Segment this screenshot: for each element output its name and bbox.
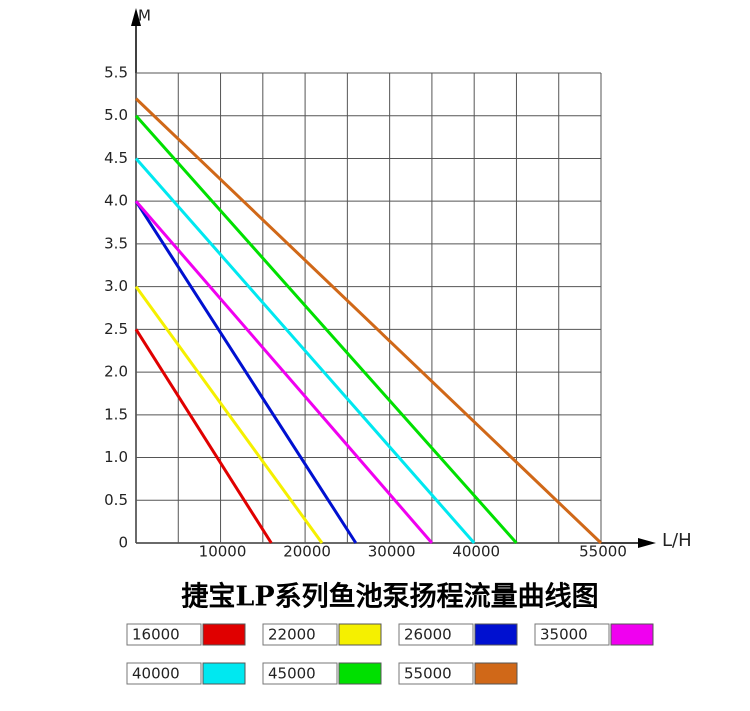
y-tick-label: 3.0: [104, 277, 128, 295]
legend-swatch: [338, 662, 382, 685]
legend-label: 22000: [268, 626, 316, 644]
y-tick-label: 4.0: [104, 192, 128, 210]
x-axis-label: L/H: [662, 530, 692, 551]
legend-label: 40000: [132, 665, 180, 683]
series-line: [134, 328, 273, 544]
legend-box: [262, 662, 338, 685]
y-tick-label: 5.5: [104, 64, 128, 82]
legend-label: 45000: [268, 665, 316, 683]
series-line: [134, 200, 358, 544]
legend-box: [262, 623, 338, 646]
x-tick-label: 10000: [199, 543, 247, 561]
y-tick-label: 1.5: [104, 405, 128, 423]
legend-box: [398, 662, 474, 685]
x-tick-label: 55000: [579, 543, 627, 561]
legend-label: 55000: [404, 665, 452, 683]
y-axis-label: M: [138, 7, 151, 25]
y-tick-label: 0.5: [104, 491, 128, 509]
x-tick-label: 20000: [283, 543, 331, 561]
legend-label: 26000: [404, 626, 452, 644]
legend-swatch: [338, 623, 382, 646]
legend-swatch: [474, 623, 518, 646]
y-axis-arrow: [131, 8, 141, 26]
y-tick-label: 5.0: [104, 106, 128, 124]
series-line: [134, 114, 518, 544]
legend-box: [126, 662, 202, 685]
y-tick-label: 4.5: [104, 149, 128, 167]
series-line: [134, 157, 476, 544]
y-tick-label: 3.5: [104, 234, 128, 252]
series-line: [134, 285, 324, 544]
x-tick-label: 30000: [368, 543, 416, 561]
y-tick-label: 2.5: [104, 320, 128, 338]
legend-label: 35000: [540, 626, 588, 644]
legend-box: [534, 623, 610, 646]
x-axis-arrow: [638, 538, 656, 548]
y-tick-label: 1.0: [104, 448, 128, 466]
legend-label: 16000: [132, 626, 180, 644]
chart-title: 捷宝LP系列鱼池泵扬程流量曲线图: [181, 581, 598, 613]
legend-swatch: [474, 662, 518, 685]
y-tick-label: 0: [118, 534, 128, 552]
x-tick-label: 40000: [452, 543, 500, 561]
legend-swatch: [202, 662, 246, 685]
legend-swatch: [202, 623, 246, 646]
legend-box: [126, 623, 202, 646]
legend-swatch: [610, 623, 654, 646]
legend-box: [398, 623, 474, 646]
series-line: [134, 200, 434, 544]
y-tick-label: 2.0: [104, 363, 128, 381]
series-line: [134, 97, 603, 545]
